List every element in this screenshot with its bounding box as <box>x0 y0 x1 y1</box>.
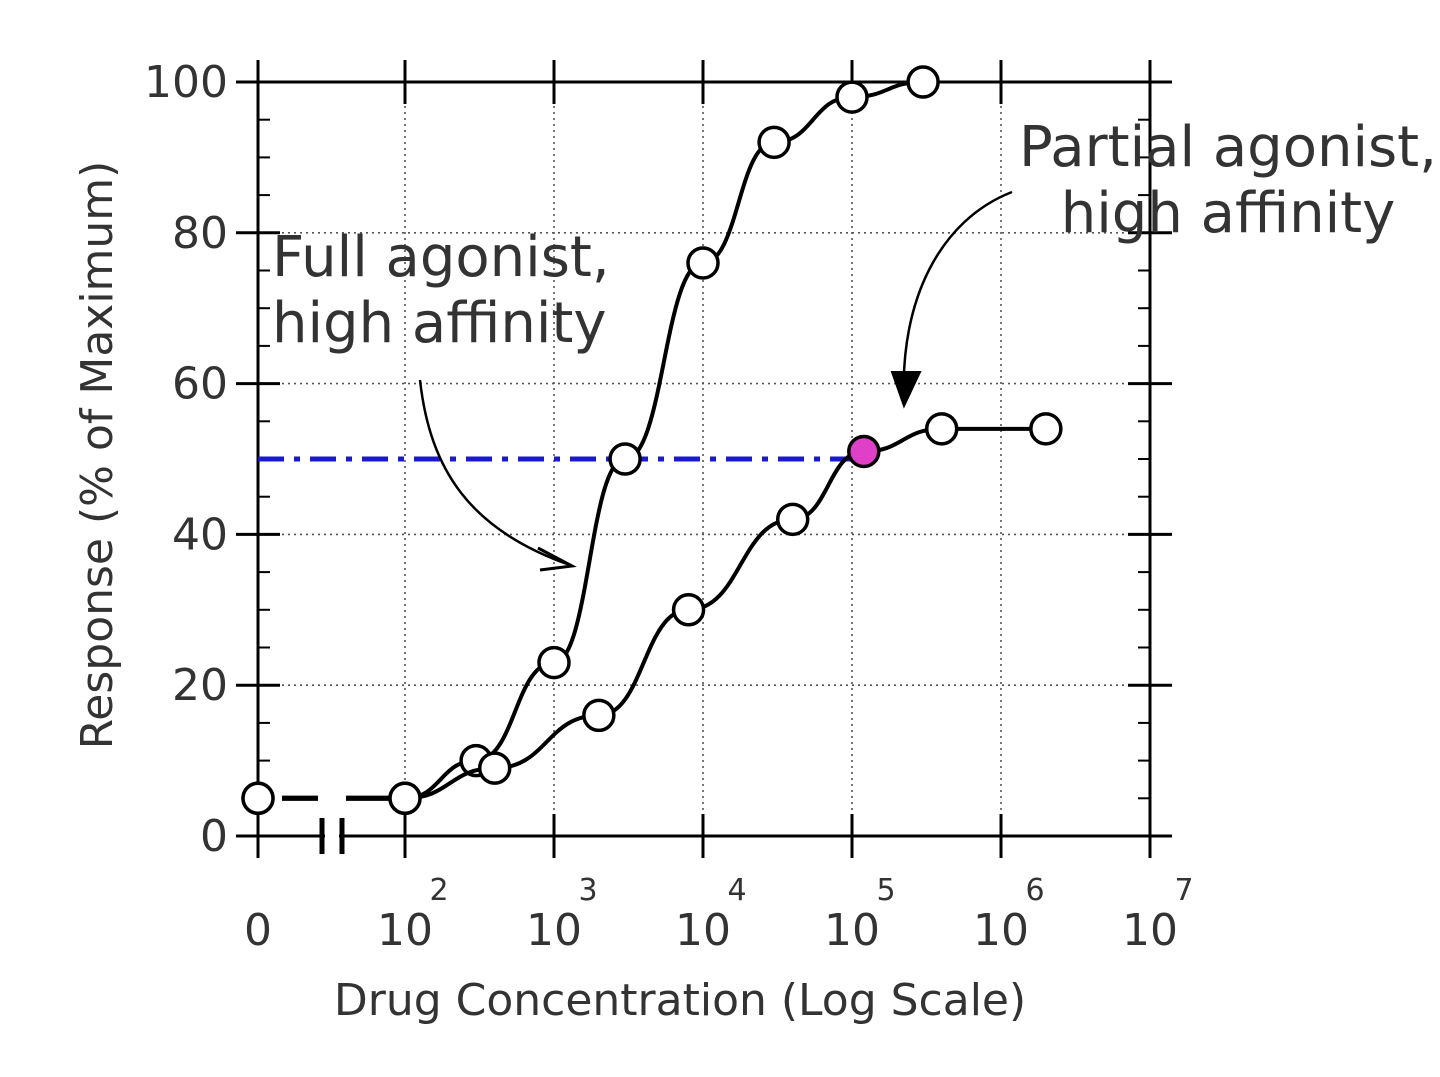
axis-ticks <box>236 60 1172 858</box>
x-tick-exponent: 7 <box>1174 873 1193 908</box>
x-tick-exponent: 3 <box>578 873 597 908</box>
data-point <box>671 593 706 627</box>
x-tick-label: 0 <box>244 905 272 956</box>
y-tick-label: 40 <box>172 509 228 560</box>
series-layer <box>241 65 1063 816</box>
data-point <box>775 502 810 537</box>
annotation-partial-agonist-line2: high affinity <box>1061 181 1396 246</box>
data-point <box>582 698 616 733</box>
x-tick-exponent: 4 <box>727 873 746 908</box>
x-tick-exponent: 5 <box>876 873 895 908</box>
x-tick-label: 10 <box>1122 905 1178 956</box>
y-tick-label: 20 <box>172 660 228 711</box>
arrow-head-full-agonist <box>537 546 577 572</box>
data-point <box>537 645 571 680</box>
axis-break <box>319 818 345 854</box>
annotation-full-agonist-line2: high affinity <box>272 291 607 356</box>
x-tick-exponent: 6 <box>1025 873 1044 908</box>
data-point <box>241 781 275 816</box>
data-point <box>835 80 869 114</box>
highlight-point-ec50 <box>847 434 881 469</box>
y-tick-label: 80 <box>172 208 228 259</box>
x-tick-label: 10 <box>675 905 731 956</box>
annotation-partial-agonist-line1: Partial agonist, <box>1019 115 1437 180</box>
x-tick-label: 10 <box>526 905 582 956</box>
y-tick-label: 0 <box>200 811 228 862</box>
data-point <box>924 412 959 446</box>
data-point <box>1029 412 1063 446</box>
data-point <box>477 751 512 785</box>
arrow-full-agonist <box>418 379 571 567</box>
plot-frame <box>256 80 1152 838</box>
y-tick-label: 60 <box>172 359 228 410</box>
annotation-arrows <box>418 190 1013 572</box>
x-tick-label: 10 <box>377 905 433 956</box>
x-tick-label: 10 <box>824 905 880 956</box>
data-point <box>757 125 791 160</box>
data-point <box>608 442 642 476</box>
series-line <box>404 80 924 801</box>
data-point <box>388 781 422 816</box>
x-axis-title: Drug Concentration (Log Scale) <box>334 975 1026 1026</box>
series-partial-agonist <box>241 412 1063 816</box>
grid <box>258 82 1150 836</box>
x-tick-label: 10 <box>973 905 1029 956</box>
x-tick-exponent: 2 <box>429 873 448 908</box>
data-point <box>906 65 940 99</box>
axis-break-gap <box>325 832 339 840</box>
arrow-partial-agonist <box>902 190 1013 401</box>
data-point <box>686 246 720 280</box>
arrow-head-partial-agonist <box>890 371 922 409</box>
series-line <box>404 426 1046 801</box>
y-axis-title: Response (% of Maximum) <box>72 161 123 750</box>
annotation-full-agonist-line1: Full agonist, <box>272 225 610 290</box>
y-tick-label: 100 <box>144 57 228 108</box>
